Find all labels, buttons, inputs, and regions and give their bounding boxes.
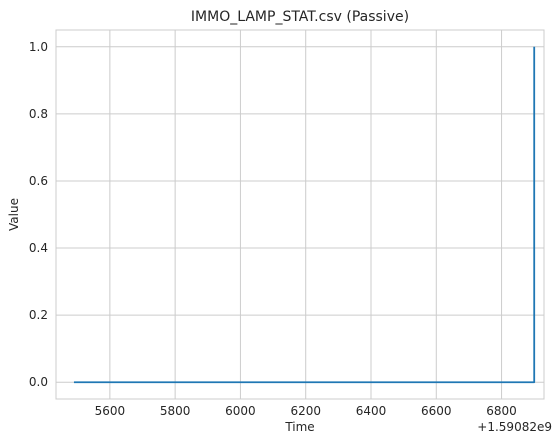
plot-frame [55, 29, 545, 400]
x-tick-label: 5800 [160, 404, 191, 418]
y-tick-label: 1.0 [29, 40, 48, 54]
chart-title: IMMO_LAMP_STAT.csv (Passive) [191, 9, 409, 25]
x-tick-label: 5600 [95, 404, 126, 418]
x-tick-label: 6200 [290, 404, 321, 418]
x-tick-label: 6800 [486, 404, 517, 418]
x-tick-label: 6600 [421, 404, 452, 418]
x-axis-offset-label: +1.59082e9 [477, 420, 552, 434]
x-tick-labels: 5600 5800 6000 6200 6400 6600 6800 [95, 404, 517, 418]
grid-layer [56, 30, 544, 399]
series-line [73, 46, 536, 384]
y-tick-label: 0.6 [29, 174, 48, 188]
x-tick-label: 6400 [356, 404, 387, 418]
y-tick-label: 0.2 [29, 308, 48, 322]
y-axis-label: Value [7, 198, 21, 231]
series-layer [73, 46, 536, 384]
x-axis-label: Time [284, 420, 314, 434]
y-tick-label: 0.8 [29, 107, 48, 121]
x-tick-label: 6000 [225, 404, 256, 418]
y-tick-label: 0.0 [29, 375, 48, 389]
y-tick-label: 0.4 [29, 241, 48, 255]
y-tick-labels: 0.0 0.2 0.4 0.6 0.8 1.0 [29, 40, 48, 389]
